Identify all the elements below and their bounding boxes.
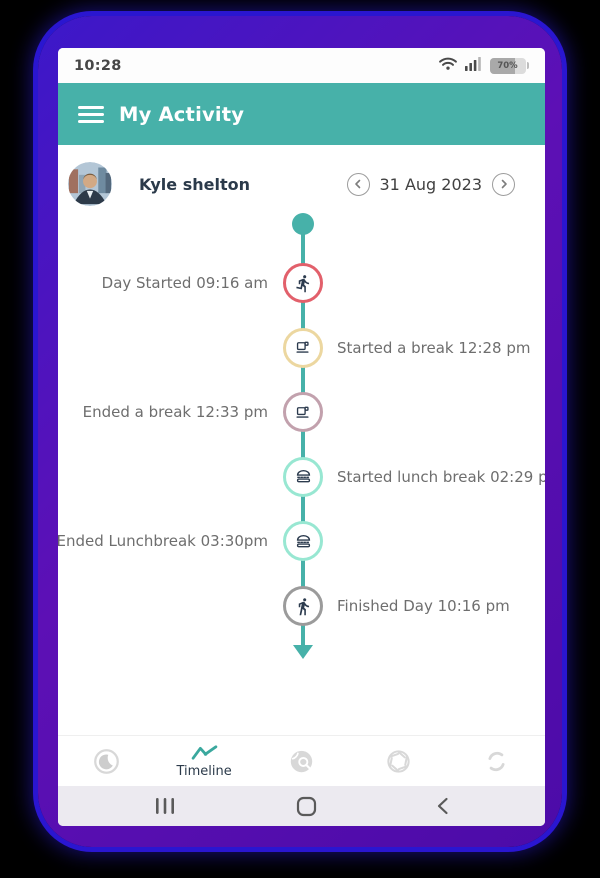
timeline-line	[301, 224, 305, 648]
sync-icon	[483, 748, 510, 775]
back-button[interactable]	[436, 797, 449, 815]
runner-icon	[295, 274, 309, 292]
event-label: Day Started 09:16 am	[101, 274, 268, 292]
event-marker-walker	[283, 586, 323, 626]
phone-screen: 10:28 70%	[58, 48, 545, 826]
event-label: Started lunch break 02:29 pm	[337, 467, 545, 486]
nav-item-timeline[interactable]: Timeline	[176, 743, 232, 779]
event-label: Finished Day 10:16 pm	[337, 597, 510, 615]
event-label: Ended Lunchbreak 03:30pm	[58, 532, 268, 551]
shutter-icon	[385, 748, 412, 775]
avatar	[68, 162, 112, 206]
status-bar: 10:28 70%	[58, 48, 545, 83]
nav-item-search[interactable]	[273, 748, 329, 775]
prev-date-button[interactable]	[346, 172, 370, 196]
event-marker-burger	[283, 521, 323, 562]
burger-icon	[296, 534, 310, 548]
coffee-icon	[295, 341, 309, 353]
event-label: Started a break 12:28 pm	[337, 338, 531, 357]
profile-row: Kyle shelton 31 Aug 2023	[68, 160, 515, 208]
event-label: Ended a break 12:33 pm	[82, 403, 268, 422]
date-label: 31 Aug 2023	[379, 174, 483, 194]
event-marker-coffee	[283, 327, 323, 368]
android-nav-bar	[58, 786, 545, 826]
page-title: My Activity	[119, 102, 245, 126]
next-date-button[interactable]	[492, 172, 515, 196]
nav-item-moon[interactable]	[79, 748, 135, 775]
home-button[interactable]	[296, 796, 317, 817]
nav-item-camera[interactable]	[371, 748, 427, 775]
date-navigator: 31 Aug 2023	[346, 172, 515, 196]
nav-item-label: Timeline	[176, 764, 232, 779]
wifi-icon	[438, 56, 458, 75]
signal-bars-icon	[464, 56, 483, 75]
event-marker-burger	[283, 456, 323, 497]
chart-line-icon	[190, 743, 219, 762]
walker-icon	[298, 597, 309, 615]
coffee-icon	[295, 406, 309, 418]
burger-icon	[296, 470, 310, 483]
event-marker-runner	[283, 263, 323, 303]
battery-percent: 70%	[497, 60, 518, 71]
app-header: My Activity	[58, 83, 545, 145]
nav-item-sync[interactable]	[468, 748, 524, 775]
moon-icon	[93, 748, 120, 775]
battery-icon: 70%	[489, 57, 526, 74]
recents-button[interactable]	[154, 797, 176, 815]
battery-nub	[526, 62, 529, 69]
user-name: Kyle shelton	[139, 174, 250, 194]
timeline-start-dot	[292, 213, 314, 235]
timeline-arrow-icon	[293, 645, 313, 659]
bottom-nav: Timeline	[58, 735, 545, 786]
clock: 10:28	[74, 57, 122, 74]
menu-icon[interactable]	[78, 105, 104, 123]
event-marker-coffee	[283, 392, 323, 433]
globe-search-icon	[288, 748, 315, 775]
